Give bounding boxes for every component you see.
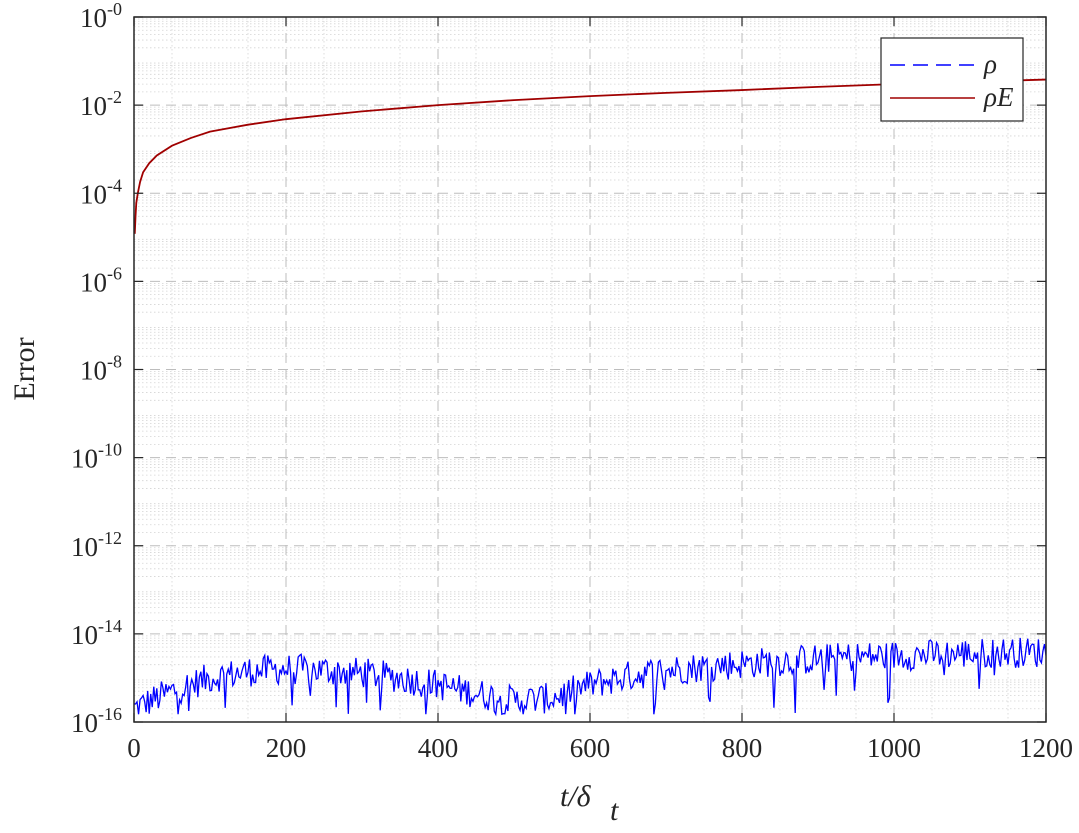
legend-label-rhoE: ρE xyxy=(983,82,1014,112)
y-tick-label: 10-10 xyxy=(71,440,122,474)
legend: ρ ρE xyxy=(880,37,1024,122)
y-tick-label: 10-14 xyxy=(71,616,122,650)
y-tick-label: 10-8 xyxy=(80,352,122,386)
y-tick-label: 10-12 xyxy=(71,528,122,562)
y-tick-label: 10-6 xyxy=(80,263,122,297)
legend-label-rho: ρ xyxy=(983,49,997,79)
x-tick-label: 200 xyxy=(266,733,307,763)
series-line-rho xyxy=(134,637,1046,717)
y-tick-label: 10-0 xyxy=(80,0,122,33)
x-axis-title-subscript: t xyxy=(610,794,619,827)
y-tick-label: 10-2 xyxy=(80,87,122,121)
series-line-rhoE xyxy=(134,78,1046,234)
y-tick-label: 10-4 xyxy=(80,175,122,209)
legend-box xyxy=(880,37,1024,122)
x-tick-label: 1200 xyxy=(1019,733,1073,763)
x-tick-label: 0 xyxy=(127,733,141,763)
x-axis-title: t/δ t xyxy=(560,780,619,827)
x-axis-title-main: t/δ xyxy=(560,780,592,813)
tick-layer: 0 200 400 600 800 1000 1200 10-0 10-2 10-4 10-6 10-… xyxy=(71,0,1073,763)
x-tick-label: 400 xyxy=(418,733,459,763)
x-tick-label: 1000 xyxy=(867,733,921,763)
x-tick-label: 600 xyxy=(570,733,611,763)
x-tick-label: 800 xyxy=(722,733,763,763)
series-layer xyxy=(134,78,1046,717)
y-tick-label: 10-16 xyxy=(71,704,122,738)
y-axis-title: Error xyxy=(8,337,41,400)
